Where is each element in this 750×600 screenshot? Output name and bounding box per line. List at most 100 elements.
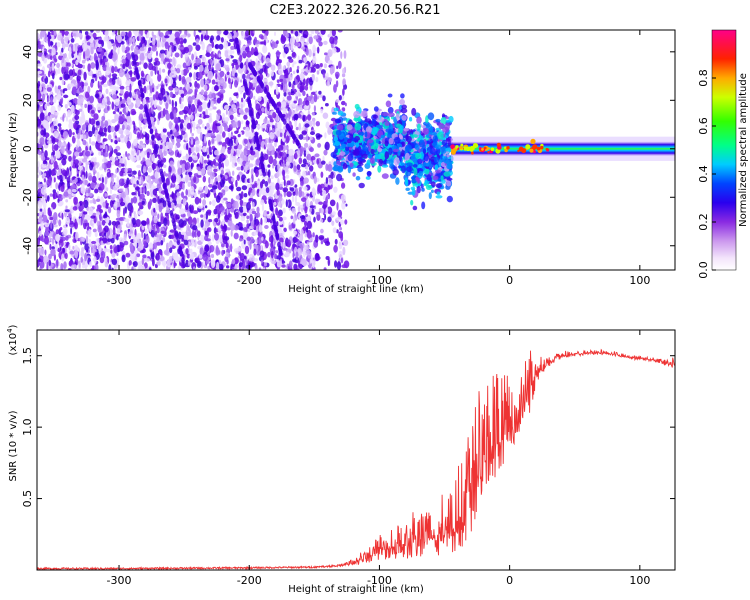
heatmap-cell bbox=[325, 103, 329, 107]
heatmap-cell bbox=[225, 242, 229, 249]
heatmap-cell bbox=[167, 242, 173, 248]
heatmap-cell bbox=[310, 131, 315, 136]
heatmap-cell bbox=[312, 30, 315, 35]
heatmap-cell bbox=[128, 155, 134, 160]
heatmap-cell bbox=[187, 107, 192, 116]
heatmap-cell bbox=[335, 80, 339, 88]
heatmap-cell bbox=[112, 174, 117, 178]
heatmap-cell bbox=[280, 258, 282, 267]
heatmap-cell bbox=[243, 92, 246, 99]
heatmap-cell bbox=[327, 130, 333, 134]
heatmap-cell bbox=[345, 203, 348, 207]
heatmap-cell bbox=[144, 228, 148, 235]
heatmap-cell bbox=[285, 70, 289, 79]
heatmap-cell bbox=[118, 178, 125, 187]
heatmap-cell bbox=[113, 148, 118, 154]
heatmap-cell bbox=[181, 163, 184, 170]
heatmap-cell bbox=[304, 142, 309, 148]
heatmap-cell bbox=[130, 108, 136, 116]
heatmap-cell bbox=[202, 254, 208, 262]
heatmap-cell bbox=[142, 254, 147, 259]
heatmap-cell bbox=[338, 95, 342, 101]
heatmap-cell bbox=[260, 199, 265, 206]
heatmap-cell bbox=[275, 50, 280, 60]
heatmap-cell bbox=[167, 62, 172, 69]
heatmap-cell bbox=[229, 107, 235, 115]
heatmap-cell bbox=[190, 103, 196, 113]
heatmap-cell bbox=[164, 41, 169, 50]
heatmap-cell bbox=[251, 210, 257, 215]
heatmap-cell bbox=[66, 115, 68, 122]
heatmap-cell bbox=[139, 140, 143, 145]
heatmap-cell bbox=[136, 180, 139, 185]
heatmap-cell bbox=[229, 223, 235, 231]
heatmap-cell bbox=[164, 35, 170, 39]
heatmap-cell bbox=[187, 225, 191, 231]
heatmap-cell bbox=[256, 125, 261, 129]
heatmap-cell bbox=[288, 81, 292, 88]
heatmap-cell bbox=[160, 240, 164, 246]
heatmap-cell bbox=[123, 207, 125, 217]
heatmap-cell bbox=[63, 94, 69, 99]
heatmap-cell bbox=[294, 30, 299, 37]
heatmap-cell bbox=[95, 61, 99, 71]
heatmap-cell bbox=[183, 106, 189, 115]
heatmap-cell bbox=[221, 249, 225, 256]
heatmap-cell bbox=[63, 143, 68, 147]
heatmap-cell bbox=[341, 182, 346, 189]
heatmap-cell bbox=[315, 211, 321, 216]
heatmap-cell bbox=[207, 251, 211, 256]
heatmap-cell bbox=[44, 103, 47, 110]
heatmap-cell bbox=[249, 213, 253, 223]
heatmap-cell bbox=[244, 245, 250, 255]
heatmap-cell bbox=[137, 131, 141, 139]
heatmap-cell bbox=[227, 212, 231, 218]
heatmap-cell bbox=[256, 143, 261, 150]
heatmap-cell bbox=[286, 95, 292, 101]
heatmap-cell bbox=[69, 260, 73, 266]
heatmap-cell bbox=[201, 54, 206, 63]
heatmap-cell bbox=[201, 227, 206, 231]
heatmap-cell bbox=[130, 205, 134, 213]
heatmap-cell bbox=[196, 166, 201, 171]
heatmap-cell bbox=[334, 260, 338, 268]
heatmap-cell bbox=[159, 49, 166, 54]
heatmap-cell bbox=[209, 201, 212, 205]
heatmap-cell bbox=[207, 102, 211, 109]
heatmap-cell bbox=[140, 129, 142, 136]
heatmap-cell bbox=[49, 30, 53, 33]
heatmap-cell bbox=[115, 86, 120, 91]
heatmap-cell bbox=[165, 95, 170, 102]
heatmap-cell bbox=[81, 81, 84, 90]
heatmap-cell bbox=[253, 231, 257, 236]
heatmap-cell bbox=[179, 102, 184, 109]
heatmap-cell bbox=[121, 163, 125, 167]
heatmap-cell bbox=[295, 187, 299, 197]
heatmap-cell bbox=[306, 220, 312, 230]
heatmap-cell bbox=[215, 181, 219, 185]
heatmap-cell bbox=[296, 69, 300, 74]
heatmap-cell bbox=[301, 191, 305, 198]
heatmap-cell bbox=[186, 154, 189, 160]
heatmap-cell bbox=[331, 211, 336, 216]
heatmap-cell bbox=[172, 56, 176, 66]
heatmap-cell bbox=[81, 113, 86, 121]
heatmap-cell bbox=[72, 206, 78, 211]
heatmap-cell bbox=[318, 235, 325, 240]
heatmap-cell bbox=[282, 65, 286, 71]
heatmap-cell bbox=[58, 219, 62, 227]
heatmap-cell bbox=[305, 133, 309, 142]
heatmap-cell bbox=[113, 52, 118, 61]
heatmap-cell bbox=[241, 97, 244, 103]
heatmap-cell bbox=[65, 205, 68, 209]
heatmap-cell bbox=[267, 114, 273, 119]
heatmap-cell bbox=[205, 30, 208, 37]
heatmap-cell bbox=[335, 99, 340, 103]
heatmap-cell bbox=[187, 96, 193, 105]
heatmap-cell bbox=[154, 170, 160, 179]
heatmap-cell bbox=[50, 263, 54, 267]
heatmap-cell bbox=[331, 47, 337, 54]
heatmap-cell bbox=[341, 73, 346, 78]
heatmap-cell bbox=[84, 103, 88, 109]
heatmap-cell bbox=[178, 219, 184, 228]
